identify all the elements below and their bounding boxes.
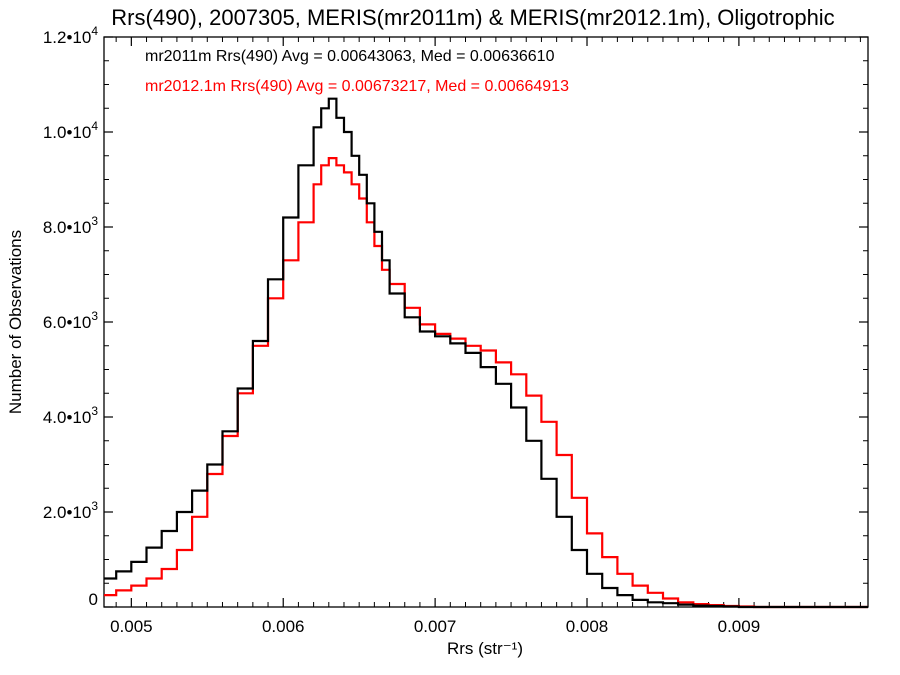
x-axis-label: Rrs (str⁻¹) (447, 639, 523, 658)
y-tick-label: 2.0•103 (43, 499, 99, 522)
y-tick-label: 1.2•104 (43, 24, 99, 47)
x-tick-label: 0.007 (414, 617, 457, 636)
chart-title: Rrs(490), 2007305, MERIS(mr2011m) & MERI… (111, 5, 834, 30)
series-group (104, 97, 868, 609)
y-tick-label: 4.0•103 (43, 404, 99, 427)
x-tick-label: 0.006 (262, 617, 305, 636)
y-tick-label: 8.0•103 (43, 214, 99, 237)
y-tick-label: 1.0•104 (43, 119, 99, 142)
y-axis-label: Number of Observations (6, 230, 25, 414)
series-line-mr2011m (104, 97, 868, 609)
x-tick-label: 0.009 (718, 617, 761, 636)
legend-entry-mr2011m: mr2011m Rrs(490) Avg = 0.00643063, Med =… (145, 48, 555, 65)
x-axis: 0.005 0.006 0.007 0.008 0.009 (110, 37, 861, 636)
legend-entry-mr2012-1m: mr2012.1m Rrs(490) Avg = 0.00673217, Med… (145, 78, 569, 95)
y-axis: 0 2.0•103 4.0•103 6.0•103 8.0•103 1.0•104 1.2•… (43, 24, 868, 609)
y-tick-label: 0 (89, 590, 98, 609)
x-tick-label: 0.008 (566, 617, 609, 636)
y-tick-label: 6.0•103 (43, 309, 99, 332)
x-tick-label: 0.005 (110, 617, 153, 636)
